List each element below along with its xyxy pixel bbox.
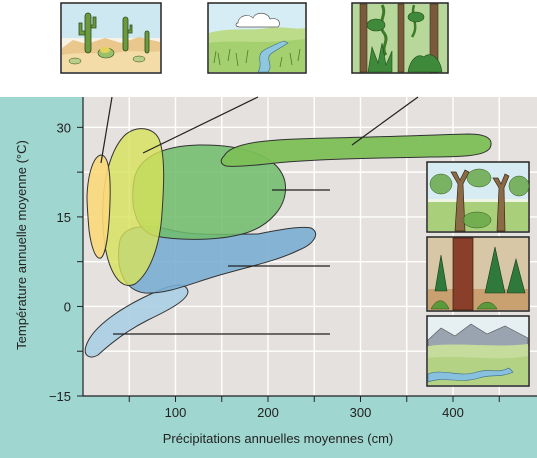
x-axis-label: Précipitations annuelles moyennes (cm) [163,431,394,446]
tropical-forest-region [220,133,492,167]
y-tick-label: 15 [57,210,71,225]
axes: 100 200 300 400 30 15 0 −15 Précipitations ann… [14,97,537,446]
conifer-forest-scene [426,236,530,312]
x-tick-label: 400 [442,405,464,420]
desert-leader-line [100,96,113,164]
x-ticks: 100 200 300 400 [128,396,500,420]
x-tick-label: 200 [257,405,279,420]
grassland-scene [207,2,307,74]
grassland-leader-line [142,96,259,154]
tropical-forest-scene [351,2,449,74]
tundra-scene [426,315,530,387]
tropical-forest-leader-line [351,96,419,146]
y-tick-label: 0 [64,299,71,314]
y-ticks: 30 15 0 −15 [49,120,83,404]
x-tick-label: 300 [350,405,372,420]
tundra-region [84,284,189,358]
desert-region [86,154,111,259]
y-axis-label: Température annuelle moyenne (°C) [14,140,29,350]
y-tick-label: 30 [57,120,71,135]
leader-lines [100,96,419,335]
biome-regions [84,128,492,358]
desert-scene [60,2,162,74]
grassland-region [102,128,165,286]
y-tick-label: −15 [49,389,71,404]
temperate-forest-scene [426,161,530,233]
x-tick-label: 100 [165,405,187,420]
